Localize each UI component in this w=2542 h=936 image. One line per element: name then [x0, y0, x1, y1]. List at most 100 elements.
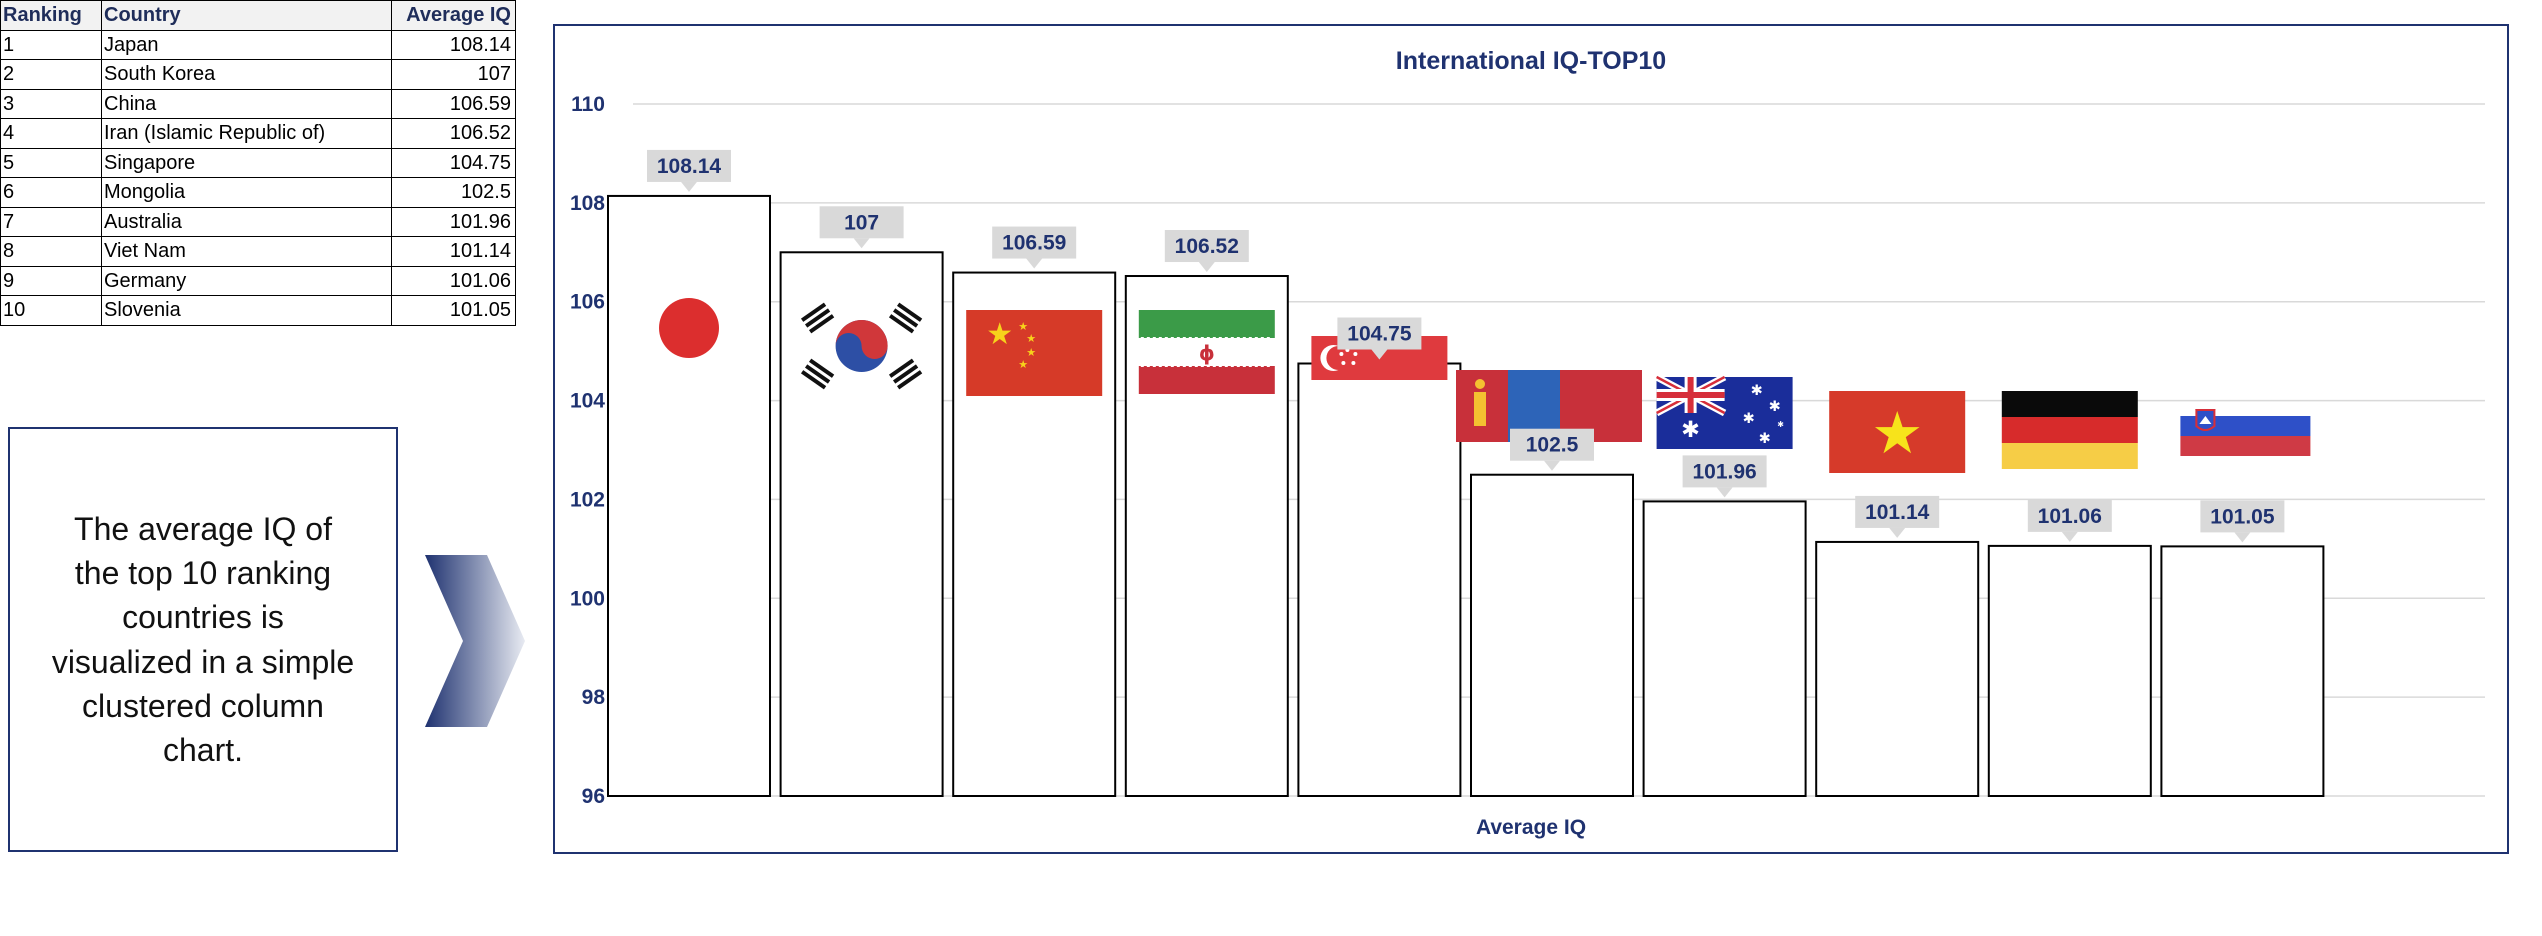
data-label: 101.96 [1682, 455, 1767, 498]
y-tick-label: 104 [570, 390, 605, 413]
average-iq-cell: 106.52 [391, 118, 516, 149]
y-tick-label: 100 [570, 587, 605, 610]
country-cell: Mongolia [101, 177, 392, 208]
country-cell: Viet Nam [101, 236, 392, 267]
description-text: The average IQ of the top 10 ranking cou… [51, 511, 355, 768]
svg-text:★: ★ [986, 317, 1013, 352]
iran-flag: ɸ [1138, 310, 1275, 394]
table-row: 10 Slovenia 101.05 [0, 295, 516, 326]
svg-text:★: ★ [1026, 332, 1036, 345]
china-flag: ★ ★★★★ [966, 310, 1103, 396]
svg-text:★: ★ [1871, 399, 1923, 467]
svg-text:★: ★ [1026, 346, 1036, 359]
australia-flag: ✱✱✱✱✱✱ [1654, 373, 1793, 449]
average-iq-cell: 107 [391, 59, 516, 90]
country-cell: Australia [101, 206, 392, 237]
ranking-cell: 7 [0, 206, 102, 237]
country-cell: Slovenia [101, 295, 392, 326]
japan-flag [659, 298, 719, 358]
data-label: 107 [819, 206, 904, 249]
ranking-cell: 6 [0, 177, 102, 208]
svg-text:✱: ✱ [1777, 420, 1784, 429]
bar [1987, 544, 2152, 797]
ranking-cell: 4 [0, 118, 102, 149]
table-row: 9 Germany 101.06 [0, 265, 516, 296]
country-cell: China [101, 88, 392, 119]
ranking-cell: 9 [0, 265, 102, 296]
bar [1470, 473, 1634, 797]
germany-flag [2001, 391, 2138, 469]
bar-group: ★ 101.14 [1815, 391, 1980, 797]
ranking-cell: 2 [0, 59, 102, 90]
bar [1815, 540, 1980, 797]
slovenia-flag [2180, 409, 2311, 456]
average-iq-cell: 108.14 [391, 29, 516, 60]
bar-group: 107 [779, 206, 944, 798]
ranking-cell: 8 [0, 236, 102, 267]
country-cell: Iran (Islamic Republic of) [101, 118, 392, 149]
data-label: 106.59 [992, 226, 1077, 269]
x-axis-title: Average IQ [1476, 816, 1586, 839]
bar [1642, 500, 1807, 797]
svg-text:✱: ✱ [1743, 411, 1755, 427]
average-iq-cell: 101.06 [391, 265, 516, 296]
bar [2160, 545, 2325, 798]
svg-text:ɸ: ɸ [1199, 341, 1215, 365]
data-label-text: 108.14 [657, 155, 722, 178]
average-iq-cell: 102.5 [391, 177, 516, 208]
y-tick-label: 102 [570, 488, 605, 511]
svg-text:★: ★ [1018, 320, 1028, 333]
column-header-average-iq: Average IQ [391, 0, 516, 31]
country-cell: South Korea [101, 59, 392, 90]
svg-text:★: ★ [1018, 358, 1028, 371]
country-cell: Singapore [101, 147, 392, 178]
description-callout: The average IQ of the top 10 ranking cou… [8, 427, 398, 852]
bar-group: ɸ 106.52 [1124, 230, 1289, 798]
vietnam-flag: ★ [1829, 391, 1966, 473]
data-label-text: 102.5 [1526, 434, 1579, 457]
average-iq-cell: 101.96 [391, 206, 516, 237]
data-label: 101.05 [2200, 500, 2285, 543]
data-label-text: 101.96 [1692, 460, 1756, 483]
y-tick-label: 98 [582, 686, 606, 709]
ranking-cell: 3 [0, 88, 102, 119]
bar-group: ★ ★★★★106.59 [952, 226, 1117, 797]
data-label-text: 104.75 [1347, 323, 1412, 346]
data-label: 101.06 [2027, 499, 2112, 542]
data-label-text: 106.52 [1175, 235, 1239, 258]
column-header-country: Country [101, 0, 392, 31]
svg-text:✱: ✱ [1769, 399, 1781, 415]
ranking-cell: 10 [0, 295, 102, 326]
average-iq-cell: 101.14 [391, 236, 516, 267]
ranking-cell: 1 [0, 29, 102, 60]
chart-area: International IQ-TOP10 96 98 100 102 104 106 1… [553, 24, 2509, 854]
data-label-text: 106.59 [1002, 232, 1066, 255]
average-iq-cell: 101.05 [391, 295, 516, 326]
bar-group: 102.5 [1456, 370, 1642, 797]
data-label: 102.5 [1510, 428, 1594, 471]
data-label-text: 101.06 [2038, 505, 2102, 528]
chart-title: International IQ-TOP10 [1396, 47, 1666, 75]
column-header-ranking: Ranking [0, 0, 102, 31]
data-label-text: 107 [844, 211, 879, 234]
y-tick-label: 110 [571, 93, 605, 116]
table-row: 6 Mongolia 102.5 [0, 177, 516, 208]
bar [607, 194, 771, 798]
column-chart: International IQ-TOP10 96 98 100 102 104 106 1… [570, 47, 2485, 839]
south-korea-flag [800, 302, 923, 390]
data-label: 108.14 [647, 149, 731, 192]
data-label: 101.14 [1855, 495, 1940, 538]
table-row: 7 Australia 101.96 [0, 206, 516, 237]
bar-group: ✱✱✱✱✱✱101.96 [1642, 373, 1807, 797]
data-table: Ranking Country Average IQ 1 Japan 108.14 2… [0, 0, 516, 326]
country-cell: Japan [101, 29, 392, 60]
y-tick-label: 108 [570, 192, 605, 215]
svg-text:✱: ✱ [1759, 431, 1771, 447]
table-row: 8 Viet Nam 101.14 [0, 236, 516, 267]
average-iq-cell: 104.75 [391, 147, 516, 178]
bar-group: 101.05 [2160, 409, 2325, 798]
svg-text:✱: ✱ [1751, 383, 1763, 399]
table-row: 4 Iran (Islamic Republic of) 106.52 [0, 118, 516, 149]
svg-text:✱: ✱ [1681, 417, 1700, 443]
